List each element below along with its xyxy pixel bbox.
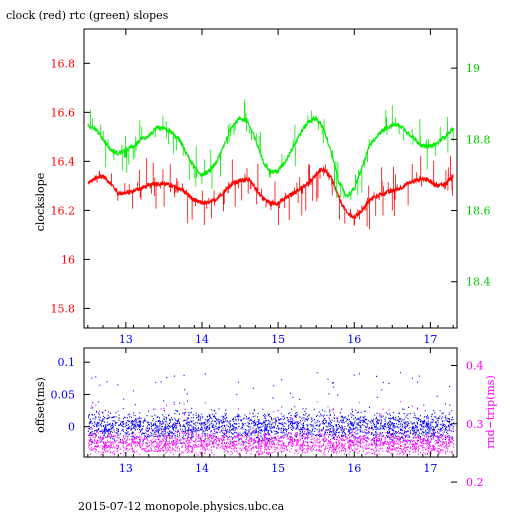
- top-x-tick-label-14: 14: [195, 333, 209, 346]
- round-trip-points: [87, 401, 454, 456]
- bottom-axes: 13 14 15 16 17 0 0.05 0.1 0.2 0.3 0.4: [51, 348, 484, 489]
- clock-slope-spikes: [96, 155, 453, 230]
- top-y-tick-label-15.8: 15.8: [51, 302, 76, 315]
- offset-axis-label: offset(ms): [34, 377, 47, 433]
- top-y2-tick-label-18.6: 18.6: [466, 205, 491, 218]
- top-slope-panel: 13 14 15 16 17 15.8 16 16.2 16.4 16.6 16.8 18.4 18.6…: [34, 28, 491, 346]
- top-x-tick-label-17: 17: [423, 333, 437, 346]
- bottom-x-tick-label-14: 14: [195, 462, 209, 475]
- offset-series-layer: [87, 372, 454, 456]
- bottom-y-tick-label-0: 0: [68, 421, 75, 434]
- top-x-tick-label-16: 16: [347, 333, 361, 346]
- bottom-x-tick-label-13: 13: [119, 462, 133, 475]
- bottom-y-tick-label-0.05: 0.05: [51, 388, 76, 401]
- bottom-x-tick-label-16: 16: [347, 462, 361, 475]
- clockslope-axis-label: clockslope: [34, 173, 47, 231]
- top-y-tick-label-16.4: 16.4: [51, 155, 76, 168]
- top-axes: 13 14 15 16 17 15.8 16 16.2 16.4 16.6 16.8 18.4 18.6…: [51, 29, 491, 346]
- bottom-x-tick-label-15: 15: [271, 462, 285, 475]
- top-y-tick-label-16.2: 16.2: [51, 204, 76, 217]
- top-y-tick-label-16.8: 16.8: [51, 57, 76, 70]
- top-x-tick-label-13: 13: [119, 333, 133, 346]
- round-trip-axis-label: rnd−trip(ms): [484, 375, 497, 449]
- bottom-y2-tick-label-0.2: 0.2: [466, 476, 484, 489]
- top-y2-tick-label-19: 19: [466, 62, 480, 75]
- bottom-x-tick-label-17: 17: [423, 462, 437, 475]
- rtc-slope-series: [87, 99, 454, 201]
- bottom-y2-tick-label-0.3: 0.3: [466, 418, 484, 431]
- rtc-slope-spikes: [90, 99, 454, 201]
- bottom-y-tick-label-0.1: 0.1: [58, 356, 76, 369]
- offset-point-cloud: [87, 372, 454, 448]
- offset-points: [87, 372, 454, 448]
- top-x-tick-label-15: 15: [271, 333, 285, 346]
- bottom-y2-tick-label-0.4: 0.4: [466, 359, 484, 372]
- slope-series-layer: [87, 99, 454, 230]
- footer-label: 2015-07-12 monopole.physics.ubc.ca: [78, 500, 285, 512]
- clock-slope-line: [87, 166, 454, 220]
- round-trip-point-cloud: [87, 401, 454, 456]
- rtc-slope-line: [87, 114, 454, 199]
- top-y2-tick-label-18.4: 18.4: [466, 276, 491, 289]
- bottom-offset-panel: 13 14 15 16 17 0 0.05 0.1 0.2 0.3 0.4 offset(ms) r…: [34, 347, 497, 489]
- top-plot-frame: [83, 28, 458, 329]
- top-y-tick-label-16.6: 16.6: [51, 106, 76, 119]
- top-y-tick-label-16: 16: [61, 253, 75, 266]
- top-y2-tick-label-18.8: 18.8: [466, 133, 491, 146]
- clock-slope-series: [87, 155, 454, 230]
- chart-title: clock (red) rtc (green) slopes: [6, 9, 169, 22]
